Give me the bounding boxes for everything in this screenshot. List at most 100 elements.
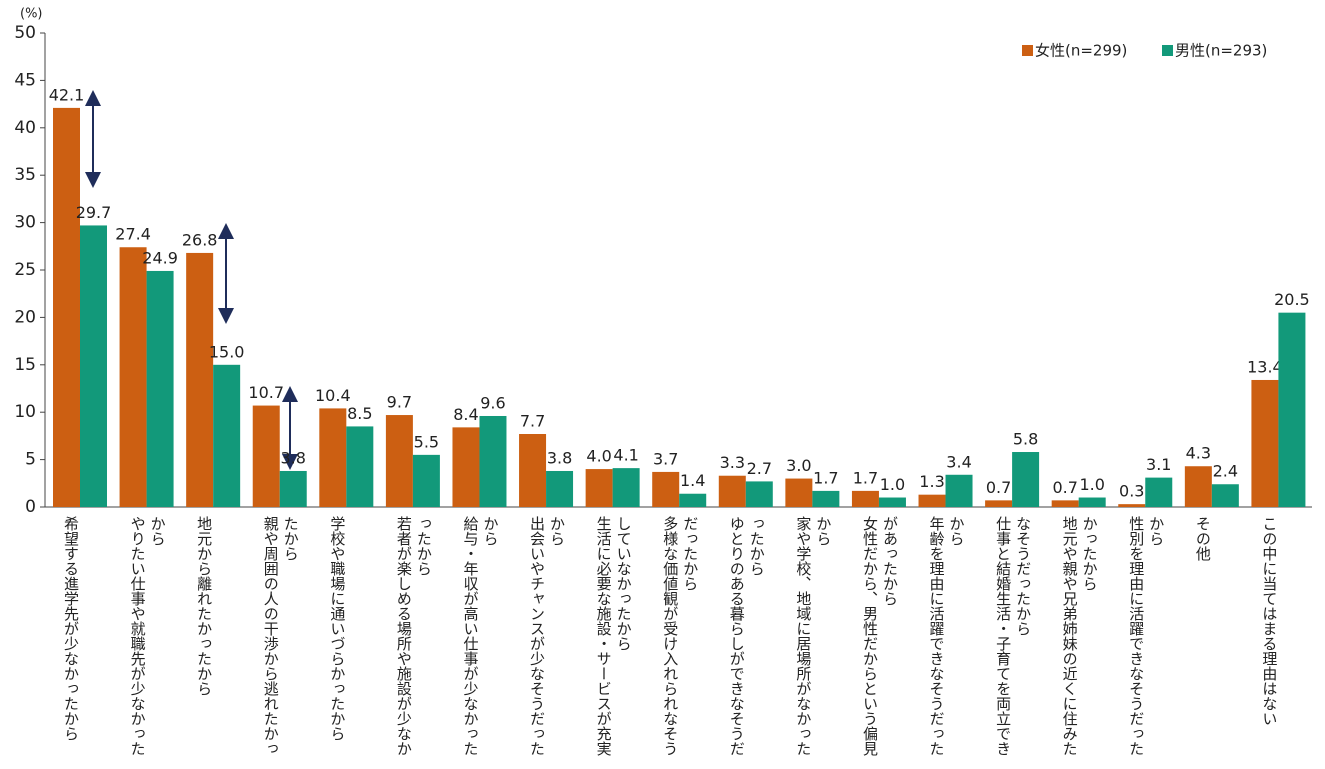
- bar: [1012, 452, 1040, 507]
- bar: [146, 270, 174, 507]
- legend-label: 女性(n=299): [1035, 42, 1127, 60]
- bar: [452, 427, 480, 507]
- value-label: 15.0: [209, 342, 245, 361]
- x-tick-label: 生活に必要な施設・サービスが充実していなかったから: [594, 516, 633, 756]
- x-tick-label: 学校や職場に通いづらかったから: [328, 516, 347, 741]
- x-tick-label: 家や学校、地域に居場所がなかったから: [794, 516, 833, 756]
- bar: [546, 470, 574, 507]
- y-tick-label: 5: [25, 450, 36, 470]
- bar: [80, 225, 107, 507]
- value-label: 4.3: [1186, 444, 1211, 463]
- bar: [1078, 497, 1106, 507]
- value-label: 3.8: [281, 448, 306, 467]
- value-label: 8.5: [347, 404, 372, 423]
- bar: [918, 494, 946, 507]
- x-tick-label: やりたい仕事や就職先が少なかったから: [128, 516, 167, 756]
- x-tick-label: 若者が楽しめる場所や施設が少なかったから: [394, 516, 433, 756]
- bar: [213, 364, 241, 507]
- value-label: 10.7: [248, 383, 284, 402]
- value-label: 42.1: [49, 85, 85, 104]
- value-label: 3.8: [547, 448, 572, 467]
- bar: [1211, 484, 1239, 507]
- bar: [346, 426, 374, 507]
- value-label: 0.7: [986, 478, 1011, 497]
- y-tick-label: 35: [14, 165, 36, 185]
- bar: [1251, 379, 1279, 507]
- bar: [812, 490, 840, 507]
- y-tick-label: 25: [14, 260, 36, 280]
- value-label: 1.7: [813, 468, 838, 487]
- bar: [652, 471, 680, 507]
- bar: [479, 415, 507, 507]
- value-label: 26.8: [182, 230, 218, 249]
- y-tick-label: 30: [14, 213, 36, 233]
- value-label: 3.1: [1146, 455, 1171, 474]
- x-tick-label: 親や周囲の人の干渉から逃れたかったから: [261, 516, 300, 756]
- x-tick-label: この中に当てはまる理由はない: [1260, 516, 1279, 726]
- bar: [679, 493, 707, 507]
- value-label: 24.9: [142, 248, 178, 267]
- value-label: 9.6: [480, 393, 505, 412]
- y-tick-label: 0: [25, 497, 36, 517]
- x-tick-label: 希望する進学先が少なかったから: [62, 516, 80, 741]
- value-label: 5.8: [1013, 430, 1038, 449]
- bar: [1278, 312, 1306, 507]
- bar: [945, 474, 973, 507]
- x-tick-label: その他: [1193, 516, 1212, 561]
- x-tick-label: 給与・年収が高い仕事が少なかったから: [461, 516, 500, 756]
- value-label: 9.7: [387, 393, 412, 412]
- legend-swatch: [1022, 45, 1033, 56]
- value-label: 3.7: [653, 449, 678, 468]
- value-label: 10.4: [315, 386, 351, 405]
- y-tick-label: 50: [14, 23, 36, 43]
- bar: [1118, 504, 1146, 507]
- legend-swatch: [1162, 45, 1173, 56]
- bar: [412, 454, 440, 507]
- bar: [985, 500, 1013, 507]
- value-label: 8.4: [453, 405, 478, 424]
- bar: [119, 247, 147, 508]
- y-tick-label: 10: [14, 402, 36, 422]
- value-label: 3.0: [786, 456, 811, 475]
- y-tick-label: 40: [14, 118, 36, 138]
- value-label: 4.1: [613, 446, 638, 465]
- bar: [878, 497, 906, 507]
- y-unit: (%): [20, 7, 43, 22]
- bar: [53, 107, 80, 507]
- x-tick-label: ゆとりのある暮らしができなそうだったから: [727, 516, 766, 756]
- value-label: 27.4: [115, 225, 151, 244]
- y-tick-label: 45: [14, 70, 36, 90]
- bar: [1051, 500, 1079, 507]
- x-tick-label: 仕事と結婚生活・子育てを両立できなそうだったから: [994, 516, 1033, 756]
- bar: [1184, 466, 1212, 507]
- bar: [186, 252, 214, 507]
- bar: [718, 475, 746, 507]
- bar: [252, 405, 280, 507]
- bar: [785, 478, 813, 507]
- bar: [279, 470, 307, 507]
- bar: [612, 468, 640, 507]
- value-label: 1.7: [853, 468, 878, 487]
- x-tick-label: 出会いやチャンスが少なそうだったから: [528, 516, 567, 756]
- bar: [319, 408, 347, 507]
- value-label: 29.7: [76, 203, 112, 222]
- x-tick-label: 女性だから、男性だからという偏見があったから: [860, 516, 899, 756]
- bar: [745, 481, 773, 507]
- value-label: 2.7: [747, 459, 772, 478]
- bar: [519, 434, 547, 507]
- value-label: 1.4: [680, 471, 705, 490]
- value-label: 3.4: [946, 452, 971, 471]
- legend-label: 男性(n=293): [1175, 42, 1267, 60]
- value-label: 4.0: [586, 447, 611, 466]
- value-label: 1.0: [880, 475, 905, 494]
- value-label: 20.5: [1274, 290, 1310, 309]
- value-label: 0.3: [1119, 482, 1144, 501]
- value-label: 0.7: [1052, 478, 1077, 497]
- x-tick-label: 地元から離れたかったから: [195, 516, 214, 696]
- x-tick-label: 年齢を理由に活躍できなそうだったから: [927, 516, 966, 756]
- x-tick-label: 多様な価値観が受け入れられなそうだったから: [661, 516, 700, 756]
- y-tick-label: 15: [14, 355, 36, 375]
- bar: [385, 415, 413, 507]
